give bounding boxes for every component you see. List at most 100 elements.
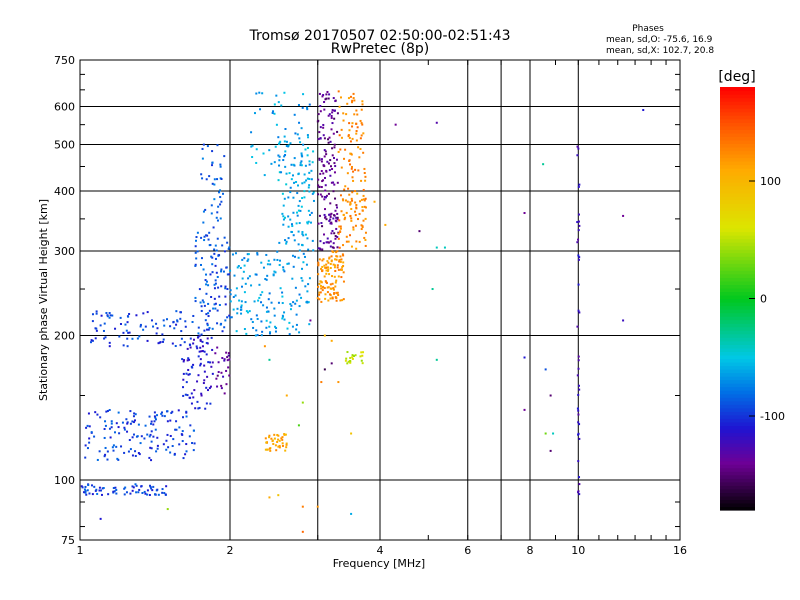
data-point-668 (229, 316, 232, 319)
data-point-832 (284, 239, 287, 242)
data-point-419 (205, 280, 208, 283)
data-point-136 (139, 442, 142, 445)
data-point-1444 (356, 192, 359, 195)
x-tick-label-0: 1 (77, 544, 84, 557)
data-point-1171 (327, 261, 330, 264)
colorbar-segment-87 (720, 199, 755, 204)
data-point-991 (334, 100, 337, 103)
data-point-1196 (359, 137, 362, 140)
data-point-1390 (578, 224, 581, 227)
data-point-889 (284, 150, 287, 153)
data-point-724 (288, 333, 291, 336)
data-point-289 (188, 396, 191, 399)
data-point-937 (333, 162, 336, 165)
colorbar-segment-18 (720, 443, 755, 448)
data-point-1459 (301, 401, 304, 404)
data-point-251 (209, 402, 212, 405)
data-point-609 (240, 304, 243, 307)
data-point-462 (194, 264, 197, 267)
data-point-749 (292, 196, 295, 199)
data-point-433 (207, 328, 210, 331)
data-point-1398 (577, 220, 580, 223)
data-point-287 (184, 393, 187, 396)
data-point-19 (141, 491, 144, 494)
data-point-820 (291, 225, 294, 228)
data-point-655 (268, 292, 271, 295)
data-point-1377 (361, 354, 364, 357)
colorbar-segment-4 (720, 492, 755, 497)
data-point-677 (256, 334, 259, 337)
data-point-1011 (326, 160, 329, 163)
data-point-1300 (343, 157, 346, 160)
data-point-794 (304, 233, 307, 236)
data-point-1400 (577, 367, 580, 370)
data-point-183 (156, 447, 159, 450)
data-point-1186 (351, 122, 354, 125)
data-point-1083 (322, 258, 325, 261)
data-point-263 (198, 406, 201, 409)
data-point-1408 (577, 393, 580, 396)
data-point-127 (88, 441, 91, 444)
data-point-499 (199, 263, 202, 266)
data-point-873 (301, 106, 304, 109)
data-point-1266 (342, 119, 345, 122)
data-point-440 (210, 295, 213, 298)
data-point-274 (197, 407, 200, 410)
data-point-268 (190, 392, 193, 395)
data-point-984 (319, 193, 322, 196)
data-point-572 (245, 332, 248, 335)
colorbar-segment-21 (720, 432, 755, 437)
data-point-657 (255, 314, 258, 317)
data-point-1370 (352, 355, 355, 358)
data-point-233 (196, 380, 199, 383)
data-point-1407 (576, 325, 579, 328)
data-point-241 (210, 365, 213, 368)
data-point-1040 (332, 157, 335, 160)
data-point-882 (274, 145, 277, 148)
data-point-605 (248, 275, 251, 278)
data-point-291 (195, 345, 198, 348)
data-point-144 (120, 445, 123, 448)
data-point-708 (290, 304, 293, 307)
data-point-443 (226, 273, 229, 276)
data-point-385 (156, 327, 159, 330)
data-point-529 (222, 192, 225, 195)
data-point-742 (301, 233, 304, 236)
x-tick-label-1: 2 (227, 544, 234, 557)
data-point-849 (306, 108, 309, 111)
data-point-8 (131, 489, 134, 492)
data-point-641 (241, 277, 244, 280)
colorbar-segment-116 (720, 97, 755, 102)
data-point-1077 (320, 267, 323, 270)
data-point-740 (282, 218, 285, 221)
data-point-1179 (356, 218, 359, 221)
data-point-365 (155, 322, 158, 325)
data-point-27 (102, 487, 105, 490)
data-point-888 (299, 161, 302, 164)
data-point-953 (323, 198, 326, 201)
data-point-4 (88, 492, 91, 495)
data-point-699 (229, 269, 232, 272)
data-point-1271 (362, 151, 365, 154)
data-point-299 (199, 362, 202, 365)
data-point-450 (201, 299, 204, 302)
data-point-113 (175, 428, 178, 431)
colorbar-segment-14 (720, 457, 755, 462)
data-point-1297 (364, 244, 367, 247)
data-point-720 (257, 299, 260, 302)
data-point-205 (88, 425, 91, 428)
data-point-122 (131, 454, 134, 457)
data-point-407 (224, 285, 227, 288)
data-point-1232 (351, 137, 354, 140)
data-point-1098 (317, 273, 320, 276)
data-point-765 (288, 172, 291, 175)
colorbar-segment-10 (720, 471, 755, 476)
colorbar-segment-70 (720, 259, 755, 264)
data-point-899 (318, 157, 321, 160)
data-point-700 (298, 305, 301, 308)
data-point-957 (335, 227, 338, 230)
data-point-1467 (323, 334, 326, 337)
data-point-980 (321, 180, 324, 183)
colorbar-segment-17 (720, 446, 755, 451)
data-point-1263 (342, 112, 345, 115)
